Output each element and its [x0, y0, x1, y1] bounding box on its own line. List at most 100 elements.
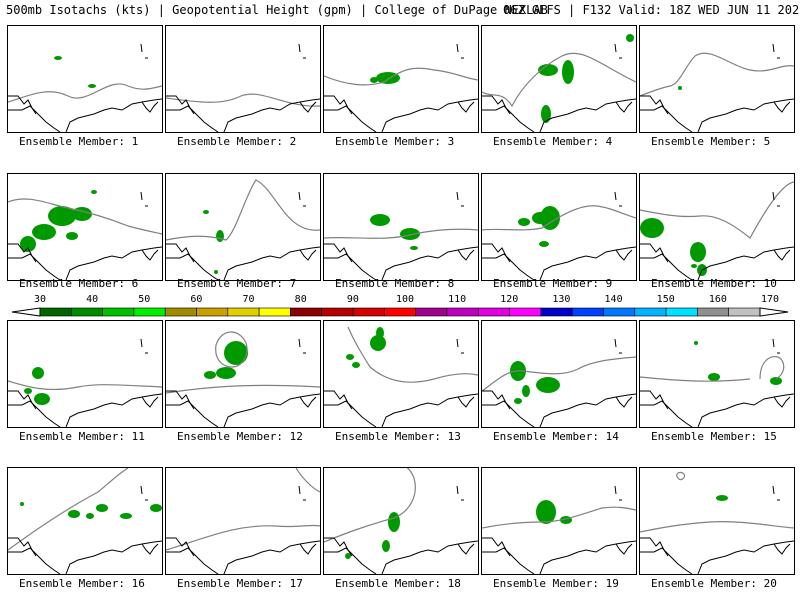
height-contour: [166, 468, 320, 551]
isotach-area: [346, 354, 354, 360]
member-panel: [165, 320, 321, 428]
member-label: Ensemble Member: 11: [19, 430, 145, 443]
border-line: [8, 243, 37, 263]
colorbar-tick-label: 70: [242, 294, 255, 305]
height-contour: [166, 331, 320, 394]
border-line: [640, 243, 669, 263]
member-panel: [323, 173, 479, 281]
isotach-area: [370, 77, 378, 83]
member-map: [640, 43, 794, 132]
member-map: [324, 468, 478, 574]
member-label: Ensemble Member: 14: [493, 430, 619, 443]
isotach-area: [91, 190, 97, 194]
height-contour: [324, 67, 478, 86]
isotach-area: [48, 206, 76, 226]
member-panel: [323, 320, 479, 428]
isotach-area: [86, 513, 94, 519]
member-map: [166, 331, 320, 427]
member-label: Ensemble Member: 17: [177, 577, 303, 590]
isotach-area: [708, 373, 720, 381]
coastline: [482, 98, 636, 132]
height-contour: [482, 356, 636, 392]
member-label: Ensemble Member: 3: [335, 135, 455, 148]
colorbar-swatch: [697, 307, 729, 317]
colorbar-swatch: [665, 307, 698, 317]
coastline: [482, 393, 636, 427]
member-label: Ensemble Member: 20: [651, 577, 777, 590]
member-panel: [165, 467, 321, 575]
member-panel: [481, 25, 637, 133]
colorbar-tick-label: 150: [656, 294, 675, 305]
member-map: [8, 468, 162, 574]
member-label: Ensemble Member: 18: [335, 577, 461, 590]
island-marks: [298, 338, 306, 354]
coastline: [166, 393, 320, 427]
isotach-area: [54, 56, 62, 60]
border-line: [640, 390, 669, 410]
colorbar-swatch: [258, 307, 291, 317]
island-marks: [614, 43, 622, 59]
coastline: [324, 540, 478, 574]
border-line: [640, 537, 669, 557]
colorbar-swatch: [227, 307, 260, 317]
border-line: [482, 95, 511, 115]
member-map: [324, 326, 478, 427]
member-map: [482, 191, 636, 280]
height-contour: [347, 326, 478, 383]
coastline: [166, 540, 320, 574]
isotach-area: [536, 377, 560, 393]
height-contour: [324, 228, 478, 239]
height-contour: [8, 83, 162, 103]
coastline-florida: [615, 543, 633, 555]
member-panel: [639, 173, 795, 281]
border-line: [8, 537, 37, 557]
coastline: [8, 393, 162, 427]
colorbar-swatch: [415, 307, 448, 317]
colorbar-swatch: [71, 307, 103, 317]
member-map: [640, 338, 794, 427]
colorbar-tick-label: 60: [190, 294, 203, 305]
isotach-area: [690, 242, 706, 262]
island-marks: [298, 191, 306, 207]
member-panel: [7, 25, 163, 133]
member-panel: [639, 25, 795, 133]
isotach-area: [400, 228, 420, 240]
isotach-area: [224, 341, 248, 365]
island-marks: [614, 485, 622, 501]
colorbar-tick-label: 40: [86, 294, 99, 305]
colorbar-swatch: [290, 307, 323, 317]
island-marks: [298, 43, 306, 59]
island-marks: [140, 338, 148, 354]
coastline-florida: [141, 396, 159, 408]
height-contour: [640, 52, 794, 97]
coastline-florida: [615, 101, 633, 113]
member-label: Ensemble Member: 9: [493, 277, 613, 290]
coastline: [482, 540, 636, 574]
member-map: [482, 485, 636, 574]
coastline-florida: [457, 101, 475, 113]
member-panel: [481, 320, 637, 428]
member-label: Ensemble Member: 19: [493, 577, 619, 590]
header-title: 500mb Isotachs (kts) | Geopotential Heig…: [6, 3, 548, 17]
isotach-area: [32, 367, 44, 379]
border-line: [166, 390, 195, 410]
colorbar-tick-label: 170: [760, 294, 780, 305]
isotach-area: [541, 105, 551, 123]
colorbar-tick-label: 50: [138, 294, 151, 305]
isotach-area: [96, 504, 108, 512]
colorbar-strip: [11, 307, 789, 317]
island-marks: [456, 485, 464, 501]
colorbar-swatch: [540, 307, 573, 317]
member-label: Ensemble Member: 16: [19, 577, 145, 590]
island-marks: [614, 338, 622, 354]
coastline-florida: [141, 101, 159, 113]
member-map: [640, 181, 794, 280]
coastline: [324, 393, 478, 427]
member-panel: [639, 320, 795, 428]
isotach-area: [214, 270, 218, 274]
border-line: [482, 243, 511, 263]
height-contour: [482, 52, 636, 108]
colorbar-swatch: [352, 307, 385, 317]
member-label: Ensemble Member: 6: [19, 277, 139, 290]
member-panel: [481, 467, 637, 575]
